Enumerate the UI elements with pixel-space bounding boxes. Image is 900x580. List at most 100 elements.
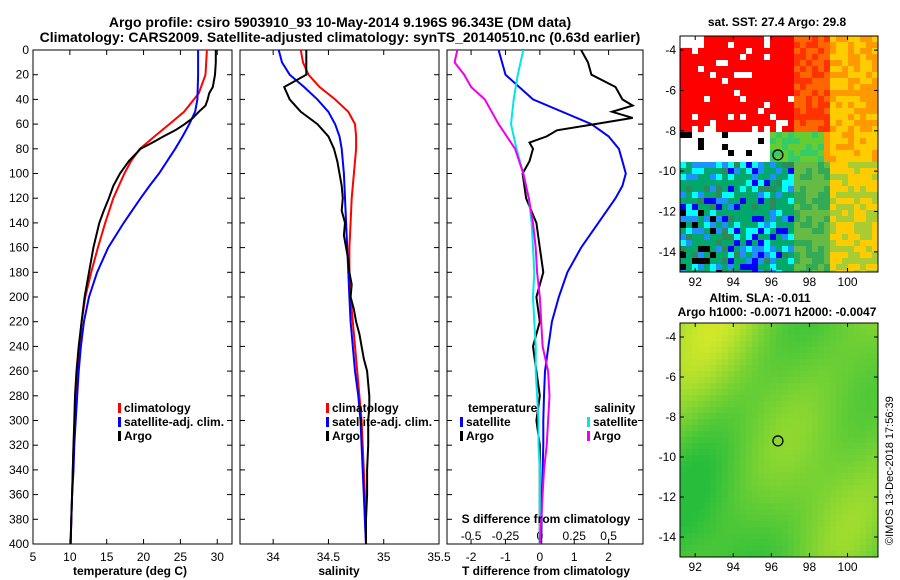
- sla-cell: [758, 545, 764, 551]
- sst-cell: [782, 252, 788, 258]
- sla-cell: [758, 473, 764, 479]
- sla-cell: [770, 371, 776, 377]
- sst-cell: [680, 102, 686, 108]
- sla-cell: [716, 437, 722, 443]
- sla-cell: [746, 371, 752, 377]
- sst-cell: [806, 186, 812, 192]
- sst-cell: [794, 198, 800, 204]
- sla-cell: [842, 485, 848, 491]
- sst-cell: [698, 258, 704, 264]
- sst-cell: [854, 270, 860, 272]
- sst-cell: [758, 120, 764, 126]
- sla-cell: [740, 371, 746, 377]
- sla-cell: [812, 371, 818, 377]
- sla-cell: [734, 449, 740, 455]
- sla-cell: [752, 419, 758, 425]
- sst-cell: [776, 48, 782, 54]
- sla-cell: [782, 413, 788, 419]
- sla-cell: [710, 443, 716, 449]
- sla-cell: [680, 533, 686, 539]
- sst-cell: [794, 204, 800, 210]
- sst-cell: [746, 198, 752, 204]
- difference-s-xlabel: S difference from climatology: [462, 512, 631, 526]
- sla-cell: [752, 425, 758, 431]
- sst-cell: [842, 210, 848, 216]
- sst-cell: [836, 48, 842, 54]
- sla-cell: [740, 503, 746, 509]
- sst-cell: [842, 270, 848, 272]
- sst-cell: [704, 246, 710, 252]
- sla-cell: [782, 389, 788, 395]
- sla-cell: [788, 491, 794, 497]
- sst-cell: [716, 204, 722, 210]
- sst-cell: [830, 60, 836, 66]
- sst-cell: [812, 234, 818, 240]
- sla-cell: [686, 395, 692, 401]
- sst-cell: [794, 270, 800, 272]
- sst-cell: [866, 54, 872, 60]
- sst-cell: [812, 186, 818, 192]
- sst-cell: [842, 108, 848, 114]
- sla-cell: [686, 533, 692, 539]
- sla-cell: [734, 353, 740, 359]
- sla-cell: [824, 341, 830, 347]
- sst-cell: [698, 78, 704, 84]
- sst-cell: [692, 42, 698, 48]
- sst-cell: [770, 258, 776, 264]
- sla-cell: [812, 359, 818, 365]
- sla-cell: [872, 347, 878, 353]
- sla-cell: [746, 431, 752, 437]
- sst-cell: [788, 138, 794, 144]
- sst-cell: [848, 132, 854, 138]
- sla-cell: [710, 479, 716, 485]
- sla-cell: [824, 443, 830, 449]
- sla-cell: [866, 371, 872, 377]
- map-y-tick-label: -4: [665, 330, 676, 344]
- sla-cell: [836, 371, 842, 377]
- sst-cell: [872, 186, 878, 192]
- sst-cell: [830, 36, 836, 42]
- map-x-tick-label: 92: [689, 275, 703, 289]
- sla-cell: [698, 395, 704, 401]
- sst-cell: [782, 180, 788, 186]
- sst-cell: [710, 270, 716, 272]
- sla-cell: [776, 533, 782, 539]
- sst-cell: [722, 132, 728, 138]
- sla-cell: [764, 389, 770, 395]
- map-y-tick-label: -12: [659, 204, 677, 218]
- sla-cell: [734, 461, 740, 467]
- sst-cell: [758, 204, 764, 210]
- sla-cell: [836, 527, 842, 533]
- map-y-tick-label: -14: [659, 245, 677, 259]
- sla-cell: [770, 533, 776, 539]
- sla-cell: [758, 329, 764, 335]
- sst-cell: [704, 222, 710, 228]
- sst-cell: [770, 78, 776, 84]
- sla-cell: [872, 551, 878, 557]
- sla-cell: [728, 413, 734, 419]
- sst-cell: [722, 144, 728, 150]
- sst-cell: [854, 192, 860, 198]
- sst-cell: [722, 216, 728, 222]
- sla-cell: [770, 473, 776, 479]
- sla-cell: [818, 509, 824, 515]
- sst-cell: [740, 78, 746, 84]
- sla-cell: [758, 503, 764, 509]
- sla-cell: [722, 359, 728, 365]
- sla-cell: [800, 455, 806, 461]
- sla-cell: [680, 395, 686, 401]
- sla-cell: [788, 509, 794, 515]
- sst-cell: [824, 114, 830, 120]
- sla-cell: [854, 407, 860, 413]
- sst-cell: [776, 42, 782, 48]
- sla-cell: [830, 455, 836, 461]
- sst-cell: [692, 78, 698, 84]
- sla-cell: [836, 443, 842, 449]
- sla-cell: [770, 335, 776, 341]
- sst-cell: [770, 84, 776, 90]
- sla-cell: [824, 425, 830, 431]
- sst-cell: [854, 204, 860, 210]
- sla-cell: [818, 539, 824, 545]
- sst-cell: [680, 162, 686, 168]
- sst-cell: [758, 240, 764, 246]
